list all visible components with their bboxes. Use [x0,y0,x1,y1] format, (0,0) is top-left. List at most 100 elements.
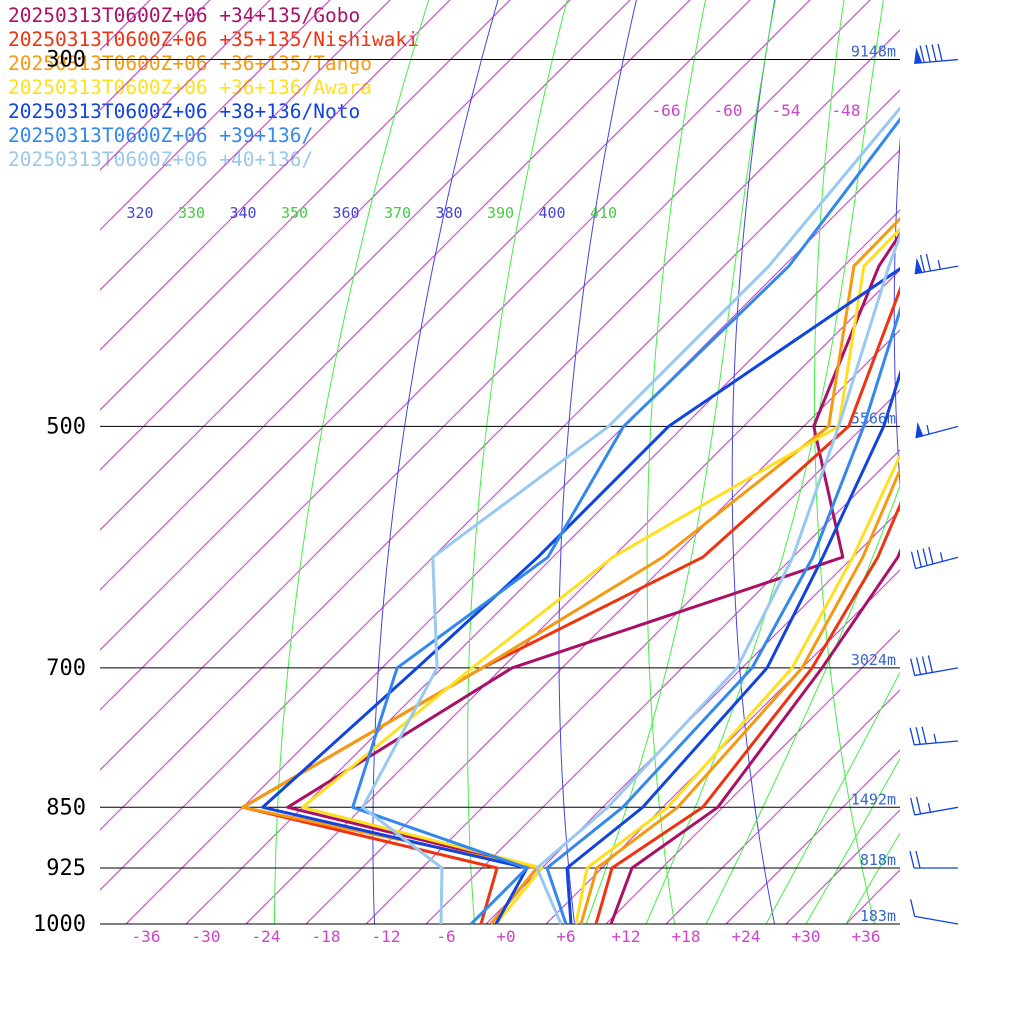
height-label: 818m [860,851,896,869]
dewpoint-profile-line [241,285,900,925]
wind-barb-half-flag [939,552,944,562]
wind-barb-flag [928,546,934,565]
wind-barb-shaft [915,556,959,570]
wind-barb [909,850,958,869]
wind-barb-flag [919,45,925,63]
legend-item: 20250313T0600Z+06 +35+135/Nishiwaki [8,28,419,51]
isotherm-line [365,389,900,925]
isotherm-line [906,0,1024,924]
dewpoint-profile-line [361,105,900,925]
wind-barb-flag [921,726,927,744]
wind-barb [914,253,959,275]
isotherm-line [100,0,511,411]
theta-label: 410 [590,204,617,222]
isotherm-line [100,0,691,591]
wind-barb [909,726,959,746]
wind-barb-flag [915,796,922,815]
temperature-tick-label: +24 [732,927,761,946]
upper-isotherm-label: -48 [832,101,861,120]
theta-label: 330 [178,204,205,222]
wind-barb-flag [910,551,917,569]
wind-barb [915,421,959,439]
wind-barb-flag [922,548,928,566]
height-label: 9148m [851,43,896,61]
moist-adiabat-line [705,484,900,925]
isotherm-line [725,749,900,925]
upper-isotherm-label: -66 [652,101,681,120]
isotherm-line [485,509,900,925]
moist-adiabat-line [845,832,900,925]
dewpoint-profile-line [301,226,900,925]
wind-barb [910,655,959,677]
wind-barb [910,546,959,570]
wind-barb-flag [910,658,916,676]
isotherm-line [100,29,900,831]
isotherm-line [125,149,900,925]
isobars [100,59,900,925]
isotherm-line [100,0,631,531]
theta-label: 400 [538,204,565,222]
temperature-profile-line [579,466,900,925]
wind-barbs [909,43,959,925]
isotherm-line [605,629,900,925]
wind-barb [910,796,959,816]
temperature-profile-line [535,231,900,925]
temperature-tick-label: +0 [496,927,515,946]
wind-barb-flag [909,727,915,745]
isotherm-line [100,0,391,291]
background-lines [0,0,1024,925]
theta-label: 390 [487,204,514,222]
temperature-tick-label: +6 [556,927,575,946]
moist-adiabat-line [765,671,900,925]
profiles [241,105,900,925]
temperature-profile-line [565,369,900,925]
wind-barb-flag [915,657,922,675]
adiabat-line [274,0,430,924]
temperature-tick-label: +36 [852,927,881,946]
isotherm-line [0,0,1024,924]
temperature-tick-label: +18 [672,927,701,946]
wind-barb-half-flag [926,424,930,435]
isotherm-line [245,269,900,925]
moist-adiabat-line [585,0,776,925]
theta-label: 380 [435,204,462,222]
legend-item: 20250313T0600Z+06 +36+136/Awara [8,76,372,99]
axis-labels: 100150200250300500700850925100016196m136… [33,43,896,946]
upper-isotherm-label: -54 [772,101,801,120]
isotherm-line [100,0,571,471]
temperature-tick-label: -30 [192,927,221,946]
adiabat-line [646,0,707,925]
isotherm-line [100,0,811,711]
temperature-tick-label: -6 [436,927,455,946]
height-label: 3024m [851,651,896,669]
theta-label: 350 [281,204,308,222]
wind-barb-flag [915,850,921,869]
wind-barb-shaft [914,915,959,925]
wind-barb-pennant [914,257,923,274]
isotherm-line [100,0,151,51]
isotherm-line [0,0,1024,924]
adiabat-line [814,0,875,925]
wind-barb-flag [919,254,926,273]
wind-barb-pennant [914,47,923,64]
isotherm-line [100,89,900,891]
wind-barb-flag [921,656,928,674]
dewpoint-profile-line [261,266,900,925]
isotherm-line [966,0,1024,924]
wind-barb-shaft [914,806,959,816]
adiabat-line [372,0,499,925]
temperature-tick-label: +30 [792,927,821,946]
wind-barb-shaft [914,667,959,677]
isotherm-line [305,329,900,925]
wind-barb-flag [937,43,943,62]
upper-isotherm-label: -60 [714,101,743,120]
temperature-tick-label: -36 [132,927,161,946]
wind-barb [914,43,959,65]
moist-adiabat-line [805,757,900,925]
isotherm-line [425,449,900,925]
isotherm-line [665,689,900,925]
wind-barb [910,899,959,925]
legend-item: 20250313T0600Z+06 +40+136/ [8,148,314,171]
adiabat-line [893,135,900,491]
